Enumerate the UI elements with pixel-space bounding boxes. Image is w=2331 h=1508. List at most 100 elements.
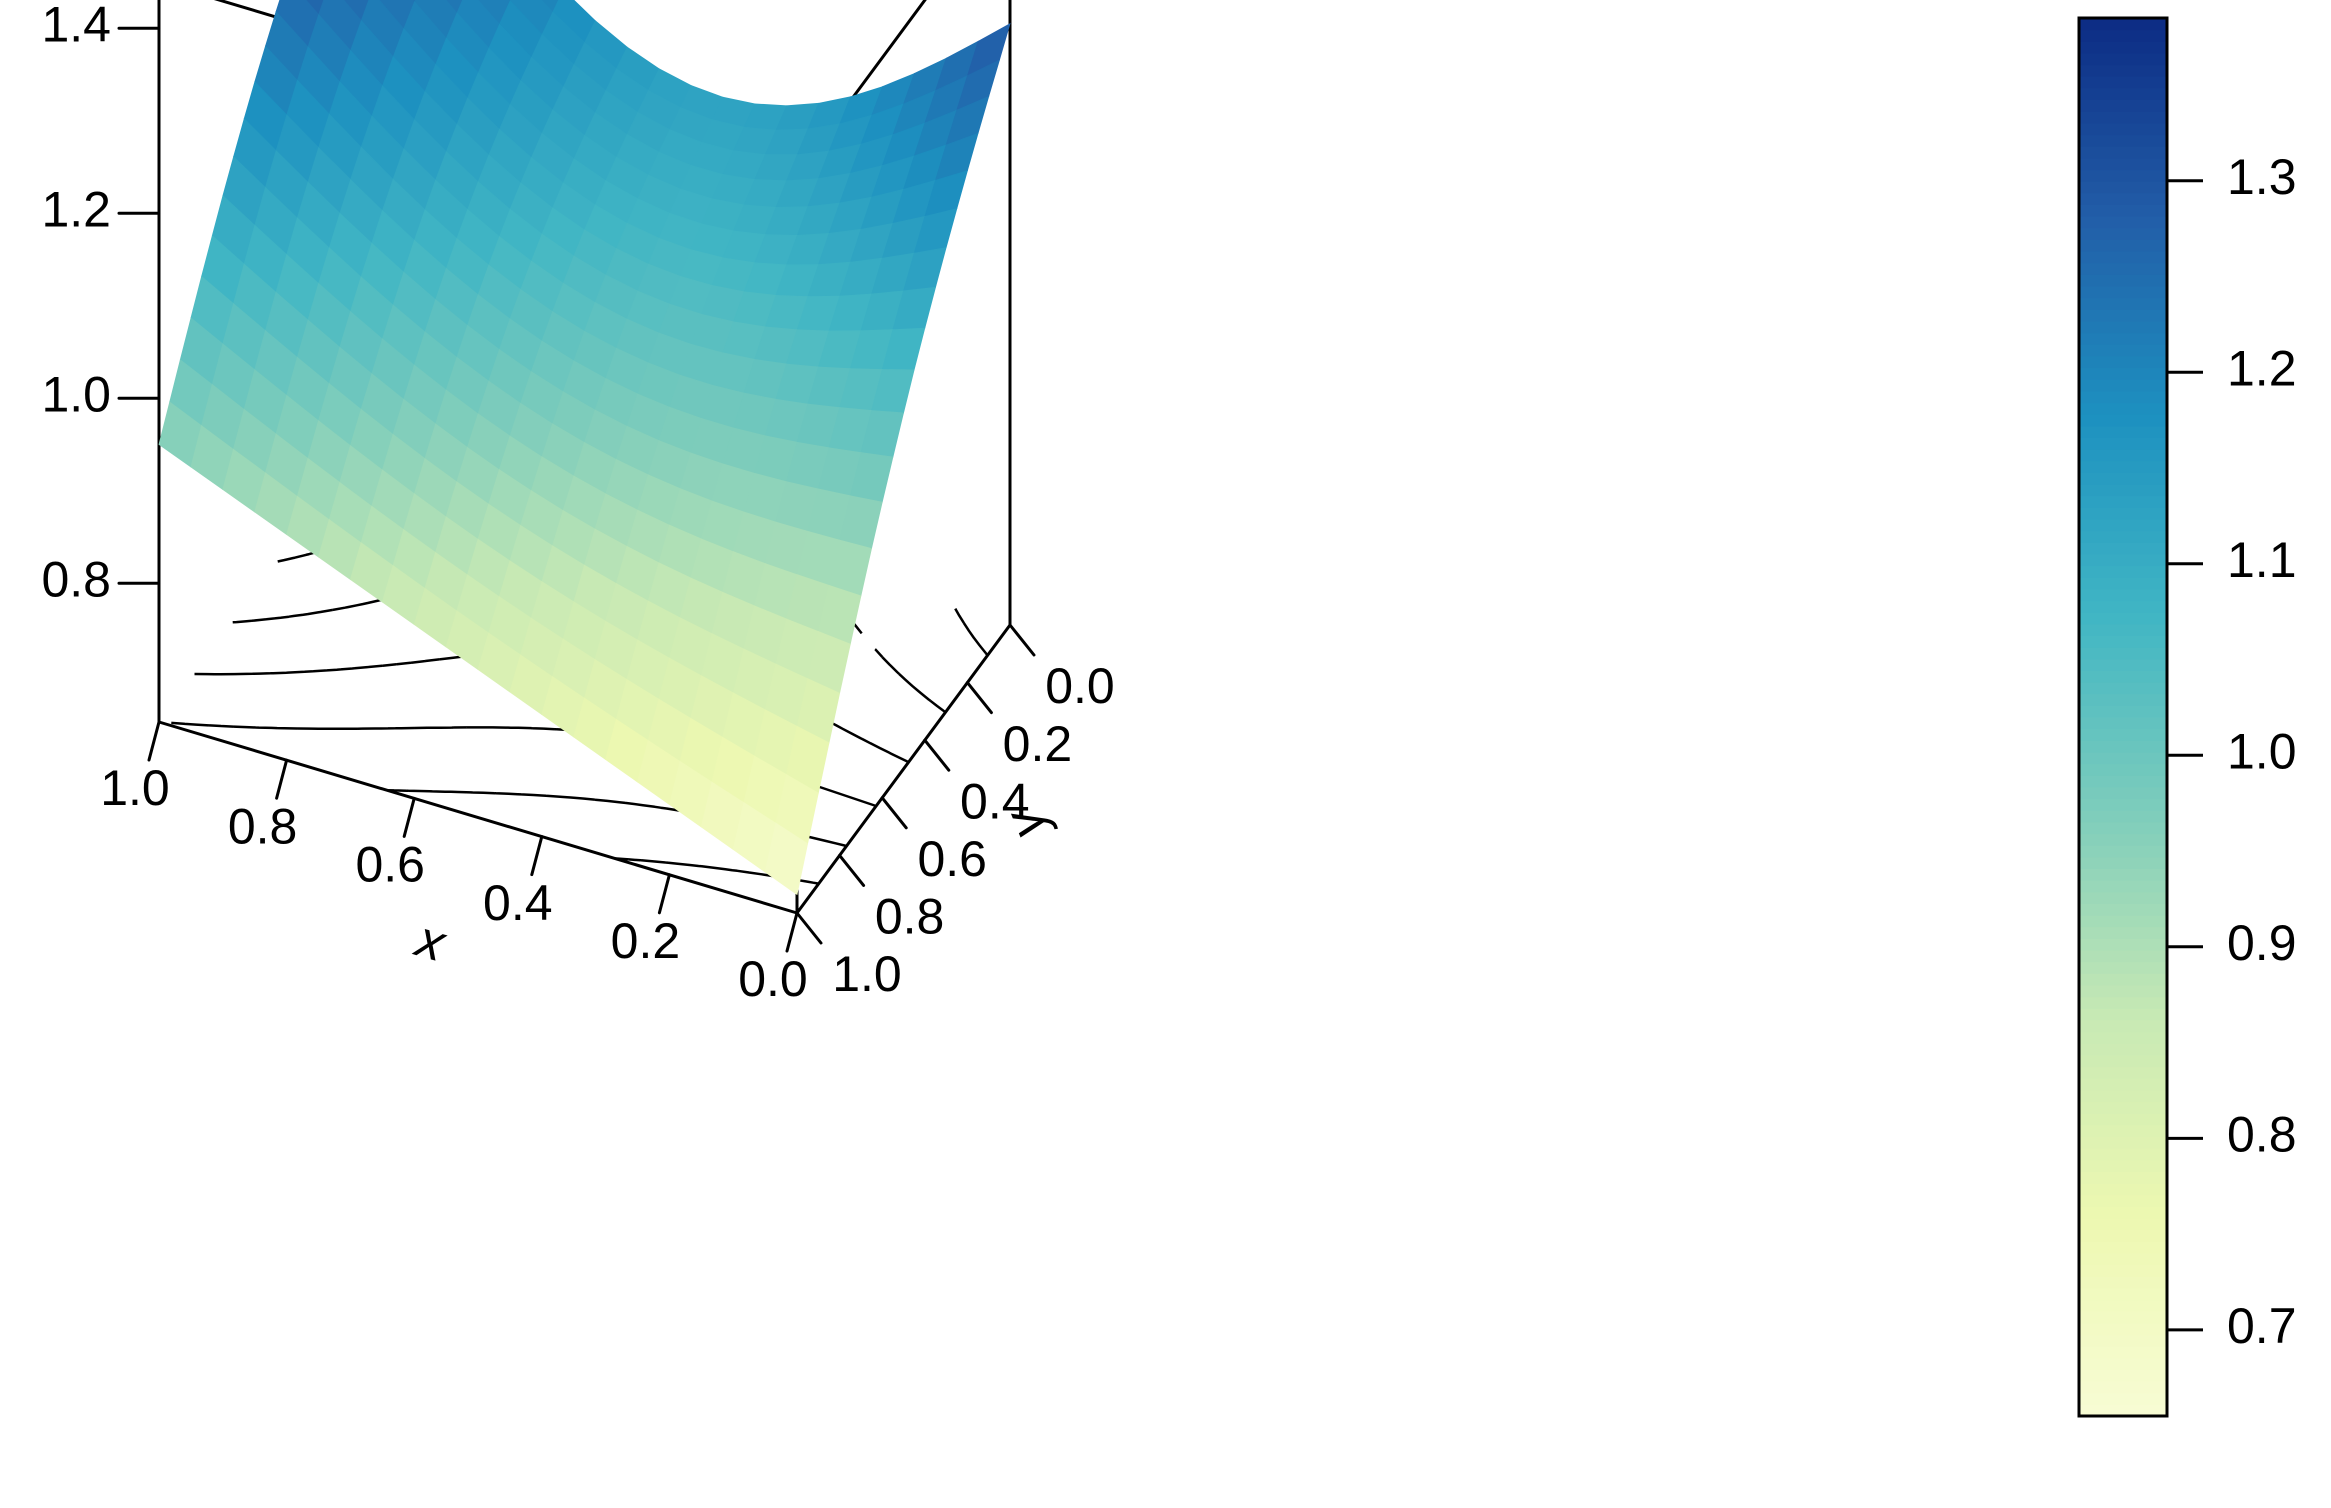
colorbar-band	[2079, 146, 2167, 159]
colorbar-band	[2079, 635, 2167, 648]
x-tick-mark	[657, 873, 671, 915]
colorbar-band	[2079, 1369, 2167, 1382]
colorbar-band	[2079, 437, 2167, 450]
x-tick-label: 0.8	[228, 798, 298, 854]
colorbar-band	[2079, 868, 2167, 881]
colorbar-band	[2079, 169, 2167, 182]
colorbar-band	[2079, 717, 2167, 730]
colorbar-band	[2079, 938, 2167, 951]
colorbar-band	[2079, 1311, 2167, 1324]
colorbar-band	[2079, 1381, 2167, 1394]
x-tick-mark	[530, 835, 544, 877]
colorbar-band	[2079, 588, 2167, 602]
colorbar-band	[2079, 833, 2167, 846]
colorbar-band	[2079, 1206, 2167, 1219]
colorbar-band	[2079, 647, 2167, 660]
colorbar-band	[2079, 1113, 2167, 1126]
colorbar-band	[2079, 693, 2167, 706]
colorbar-band	[2079, 1194, 2167, 1207]
colorbar-band	[2079, 1171, 2167, 1184]
colorbar-band	[2079, 76, 2167, 89]
y-tick-mark	[838, 853, 866, 887]
y-tick-label: 0.6	[917, 831, 987, 887]
colorbar-band	[2079, 18, 2167, 31]
colorbar-band	[2079, 1229, 2167, 1242]
colorbar-band	[2079, 1031, 2167, 1044]
y-tick-mark	[923, 738, 951, 772]
colorbar-band	[2079, 355, 2167, 369]
colorbar-band	[2079, 402, 2167, 415]
colorbar-band	[2079, 845, 2167, 858]
z-tick-label: 1.0	[41, 366, 111, 422]
colorbar-band	[2079, 472, 2167, 485]
colorbar-band	[2079, 309, 2167, 322]
colorbar-band	[2079, 658, 2167, 671]
z-tick-label: 1.2	[41, 181, 111, 237]
colorbar-tick-label: 0.9	[2227, 915, 2297, 971]
colorbar-tick-label: 1.0	[2227, 724, 2297, 780]
y-tick-label: 0.2	[1003, 716, 1073, 772]
colorbar-band	[2079, 192, 2167, 205]
colorbar-band	[2079, 798, 2167, 811]
colorbar-frame	[2077, 16, 2169, 1418]
colorbar-band	[2079, 1241, 2167, 1254]
z-tick-label: 0.8	[41, 551, 111, 607]
colorbar-band	[2079, 1148, 2167, 1161]
colorbar-band	[2079, 1276, 2167, 1289]
colorbar-band	[2079, 484, 2167, 497]
colorbar-band	[2079, 903, 2167, 916]
colorbar-band	[2079, 1334, 2167, 1347]
colorbar-band	[2079, 1066, 2167, 1079]
box-edge-floor-front	[157, 720, 799, 915]
colorbar-band	[2079, 495, 2167, 508]
box-edge-floor-right	[795, 623, 1012, 915]
colorbar-band	[2079, 600, 2167, 613]
colorbar-band	[2079, 1322, 2167, 1336]
colorbar-band	[2079, 577, 2167, 590]
colorbar-band	[2079, 1159, 2167, 1172]
colorbar-band	[2079, 786, 2167, 800]
colorbar-band	[2079, 1124, 2167, 1137]
colorbar-band	[2079, 87, 2167, 101]
y-tick-mark	[965, 681, 993, 715]
colorbar-band	[2079, 227, 2167, 240]
colorbar-band	[2079, 553, 2167, 567]
colorbar-band	[2079, 320, 2167, 334]
colorbar-band	[2079, 262, 2167, 275]
colorbar-band	[2079, 29, 2167, 42]
colorbar-band	[2079, 332, 2167, 345]
colorbar-band	[2079, 751, 2167, 765]
x-tick-mark	[147, 720, 161, 762]
colorbar-band	[2079, 623, 2167, 637]
colorbar-band	[2079, 1404, 2167, 1417]
y-tick-label: 0.4	[960, 773, 1030, 829]
colorbar-tick-label: 1.1	[2227, 532, 2297, 588]
colorbar-band	[2079, 1299, 2167, 1312]
colorbar-band	[2079, 950, 2167, 963]
y-tick-label: 0.0	[1045, 658, 1115, 714]
colorbar-band	[2079, 880, 2167, 893]
colorbar-band	[2079, 705, 2167, 718]
colorbar-band	[2079, 52, 2167, 66]
colorbar-band	[2079, 425, 2167, 438]
colorbar-band	[2079, 856, 2167, 870]
colorbar-band	[2079, 111, 2167, 124]
colorbar-tick-label: 0.7	[2227, 1298, 2297, 1354]
colorbar-band	[2079, 99, 2167, 112]
colorbar-band	[2079, 1054, 2167, 1068]
colorbar-band	[2079, 239, 2167, 252]
colorbar-band	[2079, 763, 2167, 776]
x-tick-label: 0.2	[611, 913, 681, 969]
colorbar-band	[2079, 367, 2167, 380]
colorbar-band	[2079, 996, 2167, 1009]
colorbar-band	[2079, 1136, 2167, 1149]
colorbar-tick-label: 1.2	[2227, 340, 2297, 396]
colorbar-band	[2079, 1252, 2167, 1266]
colorbar-band	[2079, 460, 2167, 473]
colorbar-tick-label: 1.3	[2227, 149, 2297, 205]
colorbar-band	[2079, 728, 2167, 741]
colorbar-band	[2079, 1019, 2167, 1033]
colorbar-band	[2079, 612, 2167, 625]
colorbar-band	[2079, 181, 2167, 194]
